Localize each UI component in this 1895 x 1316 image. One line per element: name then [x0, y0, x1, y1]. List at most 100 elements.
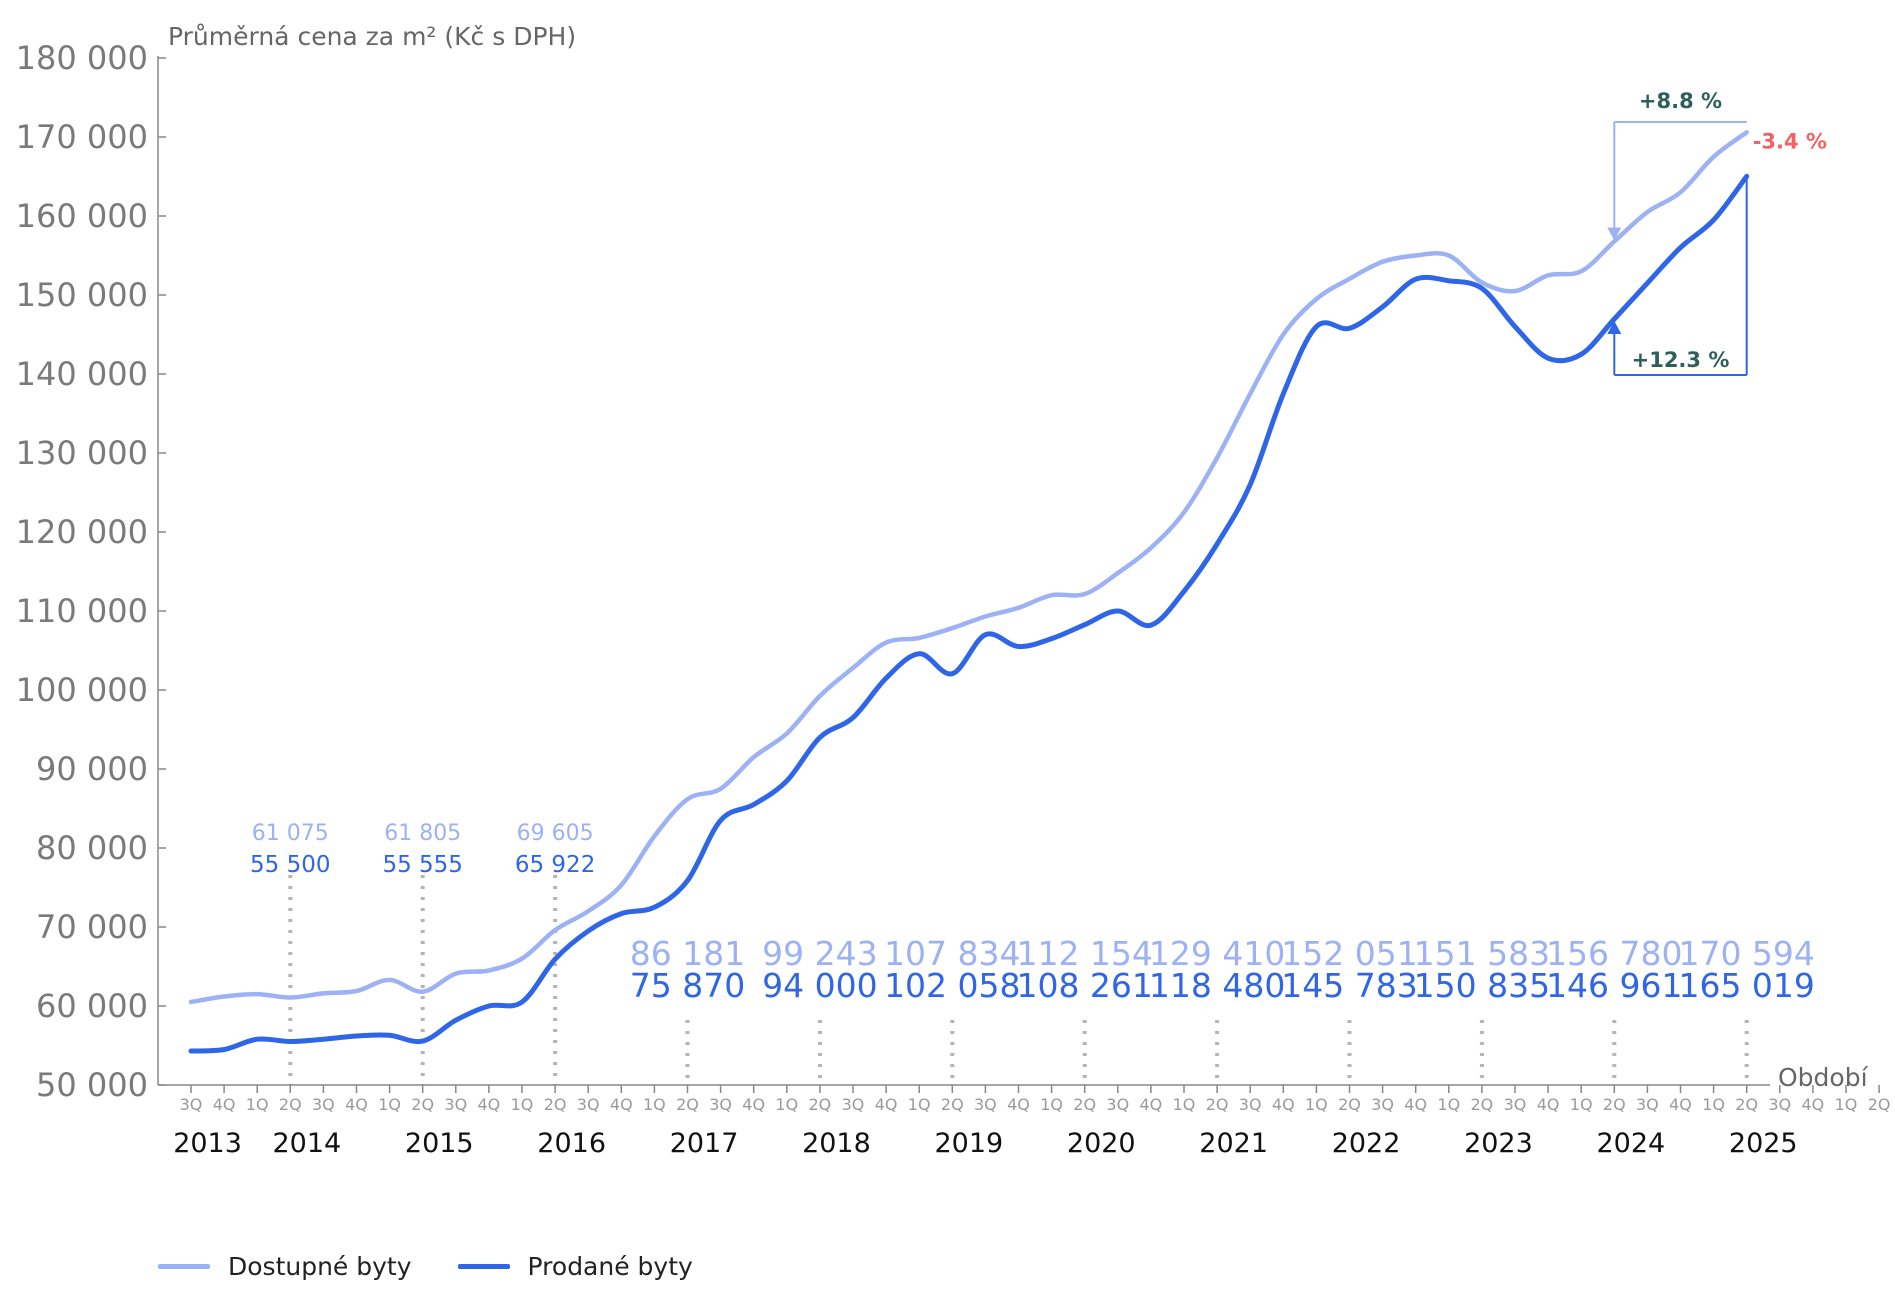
y-tick-label: 170 000 [16, 118, 148, 156]
x-tick-label: 4Q [610, 1095, 633, 1114]
x-tick-label: 4Q [1272, 1095, 1295, 1114]
x-tick-label: 4Q [1802, 1095, 1825, 1114]
legend: Dostupné byty Prodané byty [158, 1252, 693, 1281]
legend-swatch-sold [457, 1264, 510, 1269]
x-tick-label: 2Q [676, 1095, 699, 1114]
x-tick-label: 1Q [775, 1095, 798, 1114]
legend-item-available: Dostupné byty [158, 1252, 412, 1281]
x-tick-label: 4Q [1140, 1095, 1163, 1114]
x-tick-label: 1Q [1040, 1095, 1063, 1114]
x-year-label: 2023 [1464, 1128, 1533, 1159]
x-year-label: 2015 [405, 1128, 474, 1159]
data-label-available: 151 583 [1414, 934, 1550, 973]
legend-label-available: Dostupné byty [228, 1252, 412, 1281]
data-label-available: 152 051 [1281, 934, 1417, 973]
data-label-available: 156 780 [1546, 934, 1682, 973]
x-tick-label: 4Q [213, 1095, 236, 1114]
annotation-gap-change: -3.4 % [1753, 129, 1827, 153]
x-tick-label: 2Q [1206, 1095, 1229, 1114]
legend-swatch-available [158, 1264, 210, 1269]
x-tick-label: 4Q [1669, 1095, 1692, 1114]
data-label-sold: 108 261 [1016, 966, 1152, 1005]
data-label-available: 61 075 [252, 821, 329, 846]
x-tick-label: 3Q [1371, 1095, 1394, 1114]
x-tick-label: 2Q [809, 1095, 832, 1114]
y-tick-label: 180 000 [16, 39, 148, 77]
x-tick-label: 3Q [180, 1095, 203, 1114]
x-year-label: 2020 [1067, 1128, 1136, 1159]
data-label-sold: 145 783 [1281, 966, 1417, 1005]
data-label-sold: 150 835 [1414, 966, 1550, 1005]
x-tick-label: 3Q [1504, 1095, 1527, 1114]
x-tick-label: 4Q [478, 1095, 501, 1114]
data-label-sold: 75 870 [630, 966, 745, 1005]
legend-item-sold: Prodané byty [457, 1252, 693, 1281]
x-tick-label: 1Q [378, 1095, 401, 1114]
x-tick-label: 4Q [345, 1095, 368, 1114]
data-label-available: 170 594 [1678, 934, 1814, 973]
data-label-sold: 118 480 [1149, 966, 1285, 1005]
y-tick-label: 60 000 [36, 987, 148, 1025]
x-tick-label: 3Q [709, 1095, 732, 1114]
series-group [188, 130, 1750, 1054]
x-tick-label: 2Q [1338, 1095, 1361, 1114]
data-label-sold: 165 019 [1678, 966, 1814, 1005]
x-tick-label: 3Q [312, 1095, 335, 1114]
data-label-available: 86 181 [630, 934, 745, 973]
data-label-available: 99 243 [762, 934, 877, 973]
data-label-sold: 94 000 [762, 966, 877, 1005]
data-label-sold: 102 058 [884, 966, 1020, 1005]
x-tick-label: 3Q [444, 1095, 467, 1114]
x-tick-label: 2Q [1603, 1095, 1626, 1114]
y-tick-label: 70 000 [36, 908, 148, 946]
series-line-available [188, 130, 1749, 1005]
x-tick-label: 3Q [1768, 1095, 1791, 1114]
data-label-sold: 65 922 [515, 852, 595, 878]
data-label-sold: 55 500 [250, 852, 330, 878]
y-tick-label: 140 000 [16, 355, 148, 393]
x-tick-label: 3Q [1636, 1095, 1659, 1114]
x-tick-label: 3Q [842, 1095, 865, 1114]
x-year-label: 2022 [1332, 1128, 1401, 1159]
x-tick-label: 1Q [1702, 1095, 1725, 1114]
x-tick-label: 1Q [1173, 1095, 1196, 1114]
x-year-label: 2024 [1596, 1128, 1665, 1159]
x-tick-label: 1Q [643, 1095, 666, 1114]
y-tick-label: 80 000 [36, 829, 148, 867]
arrow-sold [1607, 321, 1622, 335]
arrow-available [1607, 227, 1622, 241]
x-tick-label: 1Q [511, 1095, 534, 1114]
x-year-label: 2013 [173, 1128, 242, 1159]
y-tick-label: 110 000 [16, 592, 148, 630]
annotation-sold-change: +12.3 % [1632, 348, 1730, 372]
annotation-available-change: +8.8 % [1639, 89, 1722, 113]
y-tick-label: 90 000 [36, 750, 148, 788]
x-tick-label: 2Q [1471, 1095, 1494, 1114]
x-year-label: 2014 [272, 1128, 341, 1159]
y-axis-title: Průměrná cena za m² (Kč s DPH) [168, 22, 576, 51]
data-label-available: 107 834 [884, 934, 1020, 973]
x-tick-label: 1Q [1437, 1095, 1460, 1114]
y-tick-label: 150 000 [16, 276, 148, 314]
data-label-sold: 146 961 [1546, 966, 1682, 1005]
x-tick-label: 1Q [246, 1095, 269, 1114]
x-tick-label: 4Q [742, 1095, 765, 1114]
x-tick-label: 3Q [577, 1095, 600, 1114]
x-year-label: 2016 [537, 1128, 606, 1159]
axes-group: 50 000 60 000 70 000 80 000 90 000 100 000 110… [16, 39, 1891, 1159]
x-tick-label: 2Q [1868, 1095, 1891, 1114]
x-tick-label: 3Q [1239, 1095, 1262, 1114]
x-year-label: 2017 [670, 1128, 739, 1159]
x-tick-label: 1Q [1570, 1095, 1593, 1114]
y-tick-label: 160 000 [16, 197, 148, 235]
y-tick-label: 100 000 [16, 671, 148, 709]
x-tick-label: 4Q [1537, 1095, 1560, 1114]
data-labels-group: 61 075 55 500 61 805 55 555 69 605 65 922 86 1… [250, 821, 1815, 1005]
x-year-label: 2019 [934, 1128, 1003, 1159]
x-tick-label: 4Q [1404, 1095, 1427, 1114]
x-tick-label: 2Q [1735, 1095, 1758, 1114]
x-tick-label: 2Q [941, 1095, 964, 1114]
x-tick-label: 3Q [1106, 1095, 1129, 1114]
y-tick-label: 120 000 [16, 513, 148, 551]
